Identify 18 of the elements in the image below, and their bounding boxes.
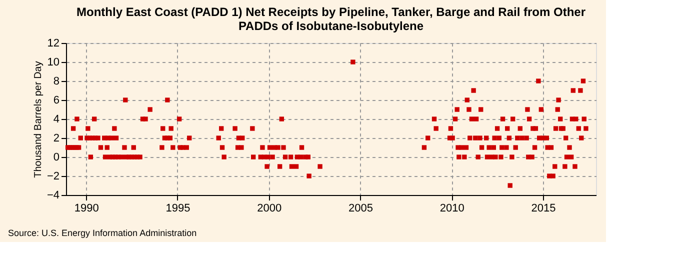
chart-title: Monthly East Coast (PADD 1) Net Receipts by Pipeline, Tanker, Barge and Rail from Other PADDs of Isobutane-Isobutylene bbox=[76, 5, 586, 33]
x-tick-label: 2015 bbox=[531, 202, 556, 214]
y-tick-label: 10 bbox=[47, 56, 60, 68]
x-tick-label: 1995 bbox=[166, 202, 190, 214]
y-axis-title: Thousand Barrels per Day bbox=[32, 61, 44, 178]
x-tick-label: 2005 bbox=[348, 202, 373, 214]
y-tick-label: 4 bbox=[53, 114, 60, 126]
y-tick-label: 12 bbox=[47, 38, 60, 50]
x-tick-label: 2000 bbox=[257, 202, 282, 214]
source-note: Source: U.S. Energy Information Administration bbox=[8, 228, 197, 238]
x-tick-label: 2010 bbox=[440, 202, 464, 214]
y-tick-label: 6 bbox=[53, 94, 60, 106]
y-tick-label: 0 bbox=[53, 152, 60, 164]
y-tick-label: −2 bbox=[46, 170, 60, 182]
y-tick-label: 2 bbox=[53, 132, 60, 144]
y-tick-label: 8 bbox=[53, 76, 60, 88]
x-tick-label: 1990 bbox=[74, 202, 99, 214]
y-tick-label: −4 bbox=[46, 190, 60, 202]
